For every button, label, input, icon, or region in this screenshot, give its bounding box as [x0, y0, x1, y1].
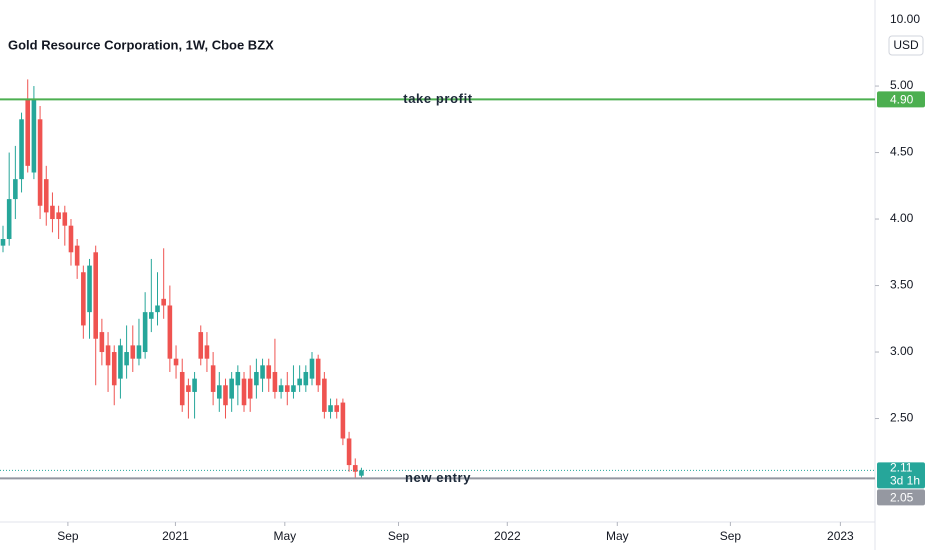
candle-body	[303, 371, 309, 386]
candle-body	[19, 119, 24, 180]
candle-body	[50, 205, 55, 220]
x-tick-label: 2023	[827, 529, 854, 543]
price-line-tag	[877, 91, 925, 108]
x-tick-label: Sep	[720, 529, 742, 543]
candle-body	[124, 352, 129, 366]
candle-body	[284, 385, 290, 392]
y-tick-label: 5.00	[890, 78, 914, 92]
candle-body	[118, 345, 123, 379]
chart-title: Gold Resource Corporation, 1W, Cboe BZX	[8, 37, 274, 52]
candle-body	[0, 238, 6, 246]
last-price-tag	[877, 462, 925, 489]
candle-body	[111, 352, 117, 386]
candle-body	[186, 385, 191, 392]
y-tick-label: 3.00	[890, 344, 914, 358]
candle-body	[167, 305, 173, 359]
candle-body	[93, 252, 99, 339]
candle-body	[352, 465, 358, 472]
currency-button[interactable]	[888, 35, 924, 56]
candle-body	[309, 358, 315, 379]
price-line-tag-label: 2.05	[890, 491, 914, 505]
candle-body	[278, 385, 284, 392]
last-price-label: 2.11	[890, 461, 913, 475]
x-tick-label: 2022	[494, 529, 521, 543]
price-axis-top-label: 10.00	[890, 12, 920, 26]
price-line-tag-label: 4.90	[890, 93, 914, 107]
candle-body	[149, 312, 154, 319]
candle-body	[179, 371, 185, 406]
candle-body	[62, 212, 68, 226]
candle-body	[241, 378, 247, 406]
price-line-tag	[877, 489, 925, 506]
candle-body	[25, 99, 31, 166]
horizontal-line-label: take profit	[403, 91, 473, 106]
candle-body	[68, 225, 74, 253]
candle-body	[359, 470, 364, 476]
candle-body	[297, 378, 302, 386]
horizontal-line-label: new entry	[405, 470, 471, 485]
x-tick-label: May	[606, 529, 629, 543]
y-tick-label: 3.50	[890, 278, 914, 292]
countdown-label: 3d 1h	[890, 474, 920, 488]
candle-body	[254, 371, 259, 386]
candle-body	[6, 199, 12, 239]
candle-body	[192, 378, 197, 392]
y-tick-label: 2.50	[890, 411, 914, 425]
currency[interactable]: USD	[893, 38, 919, 52]
x-tick-label: 2021	[162, 529, 189, 543]
candle-body	[43, 179, 49, 213]
candle-body	[346, 438, 352, 466]
candle-body	[13, 179, 18, 200]
candle-body	[99, 332, 105, 353]
candle-body	[260, 365, 265, 379]
candle-body	[136, 345, 142, 359]
candle-body	[161, 298, 166, 306]
candle-body	[142, 312, 148, 353]
x-tick-label: Sep	[388, 529, 410, 543]
x-tick-label: May	[273, 529, 296, 543]
candle-body	[105, 345, 111, 366]
candle-body	[322, 378, 327, 412]
candle-body	[334, 405, 340, 412]
candle-body	[217, 385, 222, 399]
candle-body	[291, 385, 296, 392]
candle-body	[229, 378, 234, 399]
candle-body	[210, 365, 216, 392]
candle-body	[315, 358, 321, 386]
candle-body	[198, 332, 204, 359]
candle-body	[204, 345, 210, 359]
candle-body	[328, 405, 333, 412]
y-tick-label: 4.50	[890, 145, 914, 159]
candle-body	[272, 371, 278, 392]
candle-body	[223, 385, 228, 406]
candle-body	[155, 305, 160, 313]
y-tick-label: 4.00	[890, 211, 914, 225]
candle-body	[130, 345, 136, 359]
candle-body	[235, 371, 241, 386]
candle-body	[87, 265, 92, 313]
candle-body	[173, 358, 179, 366]
candle-body	[340, 402, 346, 439]
candle-body	[74, 245, 80, 266]
candle-body	[266, 365, 272, 379]
x-tick-label: Sep	[57, 529, 79, 543]
candle-body	[247, 378, 253, 399]
candle-body	[31, 99, 37, 173]
candle-body	[56, 212, 61, 220]
candle-body	[37, 119, 43, 206]
candle-body	[81, 272, 86, 326]
